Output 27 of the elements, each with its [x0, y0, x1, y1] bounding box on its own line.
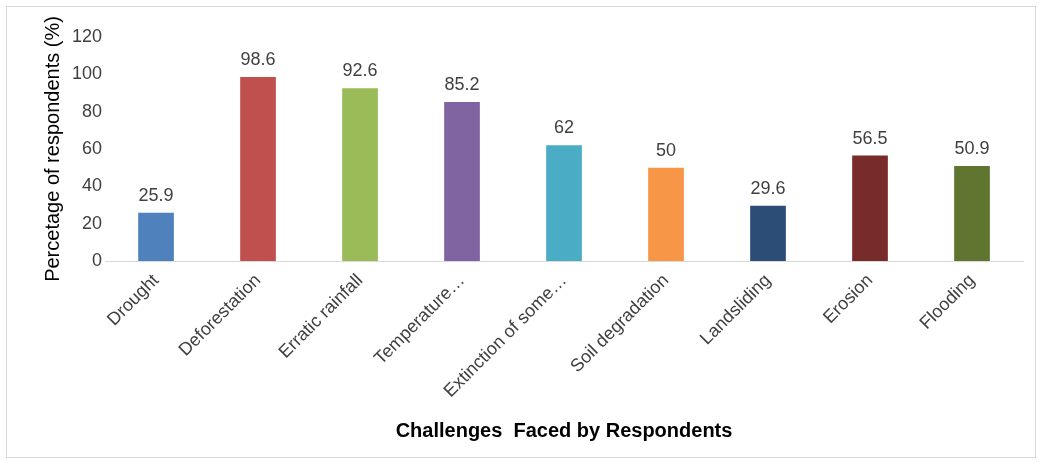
y-tick-label: 0 — [92, 249, 103, 270]
y-axis-title: Percetage of respondents (%) — [40, 16, 63, 282]
y-tick-label: 80 — [82, 100, 103, 121]
data-label: 29.6 — [750, 177, 786, 198]
x-axis-title: Challenges Faced by Respondents — [395, 418, 733, 441]
bar — [444, 101, 480, 262]
data-label: 50 — [656, 139, 677, 160]
y-tick-label: 20 — [82, 212, 103, 233]
data-label: 50.9 — [954, 137, 990, 158]
data-label: 92.6 — [342, 60, 378, 81]
bar — [546, 145, 582, 262]
data-label: 56.5 — [852, 127, 888, 148]
bar — [852, 155, 888, 262]
data-label: 25.9 — [138, 184, 174, 205]
bar — [138, 212, 174, 262]
bar — [342, 88, 378, 262]
bar — [750, 205, 786, 262]
bar — [648, 167, 684, 262]
data-label: 85.2 — [444, 73, 480, 94]
data-label: 98.6 — [240, 48, 276, 69]
data-label: 62 — [554, 117, 575, 138]
y-tick-label: 40 — [82, 175, 103, 196]
bar — [240, 76, 276, 262]
y-tick-label: 120 — [71, 25, 103, 46]
bar — [954, 165, 990, 262]
y-tick-label: 60 — [82, 137, 103, 158]
y-tick-label: 100 — [71, 63, 103, 84]
